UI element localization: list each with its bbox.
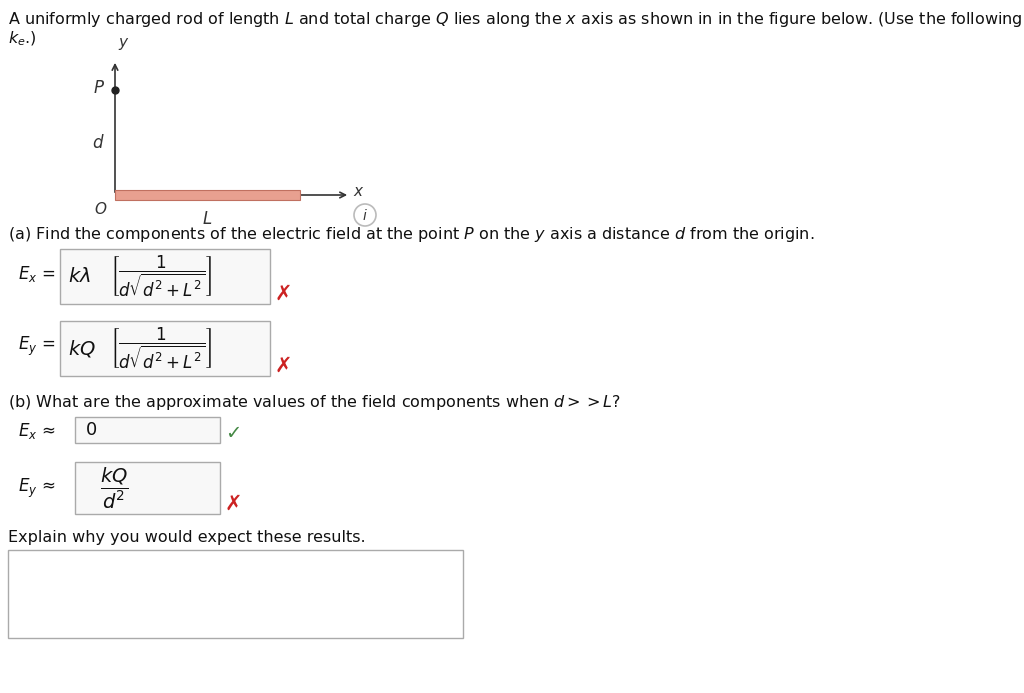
Text: $P$: $P$	[93, 79, 105, 97]
Text: ✓: ✓	[225, 424, 242, 443]
Text: $E_y\,=$: $E_y\,=$	[18, 335, 56, 358]
Text: $E_x\,\approx$: $E_x\,\approx$	[18, 421, 56, 441]
Text: ✗: ✗	[225, 494, 243, 514]
Text: $kQ$: $kQ$	[68, 338, 96, 359]
Text: $\left[\dfrac{1}{d\sqrt{d^2+L^2}}\right]$: $\left[\dfrac{1}{d\sqrt{d^2+L^2}}\right]…	[110, 254, 212, 299]
Text: $k_e$.): $k_e$.)	[8, 30, 37, 49]
Text: $E_y\,\approx$: $E_y\,\approx$	[18, 476, 56, 500]
Bar	[8, 550, 463, 638]
Text: (b) What are the approximate values of the field components when $d >> L$?: (b) What are the approximate values of t…	[8, 393, 621, 412]
Bar	[115, 190, 300, 200]
Text: $k\lambda$: $k\lambda$	[68, 267, 91, 286]
Text: $\dfrac{kQ}{d^2}$: $\dfrac{kQ}{d^2}$	[100, 465, 129, 511]
Text: $0$: $0$	[85, 421, 97, 439]
Text: $d$: $d$	[92, 134, 105, 152]
Text: $i$: $i$	[362, 207, 368, 222]
Bar	[60, 321, 270, 376]
Text: $y$: $y$	[118, 36, 130, 52]
Bar	[75, 417, 220, 443]
Text: $E_x\,=$: $E_x\,=$	[18, 264, 56, 284]
Text: ✗: ✗	[275, 356, 293, 376]
Text: A uniformly charged rod of length $L$ and total charge $Q$ lies along the $x$ ax: A uniformly charged rod of length $L$ an…	[8, 10, 1024, 29]
Text: $x$: $x$	[353, 184, 365, 198]
Text: $\left[\dfrac{1}{d\sqrt{d^2+L^2}}\right]$: $\left[\dfrac{1}{d\sqrt{d^2+L^2}}\right]…	[110, 326, 212, 371]
Text: (a) Find the components of the electric field at the point $P$ on the $y$ axis a: (a) Find the components of the electric …	[8, 225, 814, 244]
Bar	[60, 249, 270, 304]
Text: Explain why you would expect these results.: Explain why you would expect these resul…	[8, 530, 366, 545]
Bar	[75, 462, 220, 514]
Text: ✗: ✗	[275, 284, 293, 304]
Text: $O$: $O$	[93, 201, 106, 217]
Text: $L$: $L$	[203, 210, 213, 228]
